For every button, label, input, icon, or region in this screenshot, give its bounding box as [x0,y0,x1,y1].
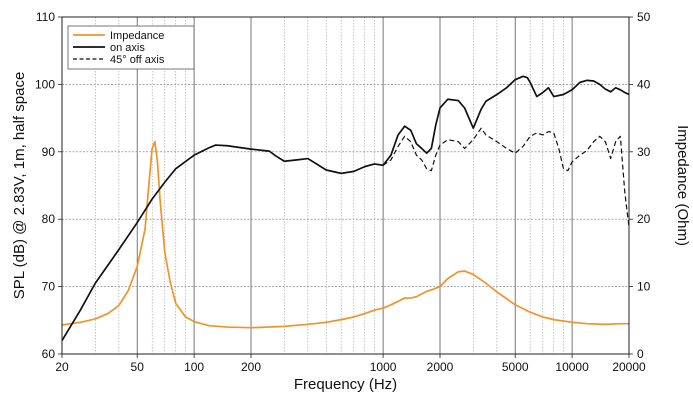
x-tick-label: 1000 [370,360,397,374]
x-tick-label: 10000 [555,360,589,374]
y-tick-label: 70 [42,280,56,294]
x-tick-label: 20 [55,360,69,374]
y-tick-label: 60 [42,347,56,361]
y2-tick-label: 30 [637,145,651,159]
legend-label-off-axis: 45° off axis [110,54,165,66]
legend: Impedance on axis 45° off axis [67,25,195,70]
y2-tick-label: 10 [637,280,651,294]
x-axis-title: Frequency (Hz) [294,376,397,393]
series-lines [61,75,630,341]
tick-labels: 20 50 100 200 1000 2000 5000 10000 2000060708090… [35,10,651,374]
x-tick-label: 5000 [502,360,529,374]
on-axis-series-line [61,75,630,341]
y-tick-label: 90 [42,145,56,159]
y2-tick-label: 0 [637,347,644,361]
y2-axis-title: Impedance (Ohm) [674,125,691,246]
grid-lines [61,16,630,355]
y2-tick-label: 20 [637,212,651,226]
plot-frame [61,16,630,355]
y2-tick-label: 40 [637,77,651,91]
y2-tick-label: 50 [637,10,651,24]
x-tick-label: 50 [131,360,145,374]
y-axis-title: SPL (dB) @ 2.83V, 1m, half space [11,72,28,300]
off-axis-series-line [382,127,630,228]
y-tick-label: 80 [42,212,56,226]
x-tick-label: 2000 [427,360,454,374]
x-tick-label: 20000 [612,360,646,374]
y-tick-label: 110 [36,10,55,24]
legend-label-on-axis: on axis [110,42,145,54]
legend-label-impedance: Impedance [110,30,164,42]
x-tick-label: 200 [241,360,261,374]
y-tick-label: 100 [35,77,55,91]
impedance-series-line [61,140,629,329]
x-tick-label: 100 [184,360,204,374]
